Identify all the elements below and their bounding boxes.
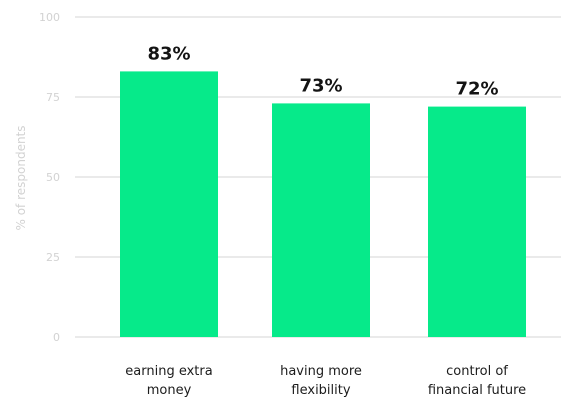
category-label: flexibility	[291, 383, 350, 398]
y-tick-label: 100	[39, 11, 60, 24]
y-tick-label: 75	[46, 91, 60, 104]
y-tick-label: 50	[46, 171, 60, 184]
bar	[272, 103, 370, 338]
data-label: 73%	[299, 75, 342, 96]
y-tick-label: 0	[53, 331, 60, 344]
category-label: having more	[280, 364, 362, 379]
y-axis-label: % of respondents	[14, 125, 28, 230]
bar	[120, 71, 218, 338]
bar	[428, 106, 526, 337]
data-label: 83%	[147, 43, 190, 64]
category-label: control of	[446, 364, 508, 379]
data-label: 72%	[455, 79, 498, 100]
y-tick-label: 25	[46, 251, 60, 264]
category-label: earning extra	[125, 364, 212, 379]
category-label: financial future	[428, 383, 526, 398]
category-label: money	[147, 383, 192, 398]
